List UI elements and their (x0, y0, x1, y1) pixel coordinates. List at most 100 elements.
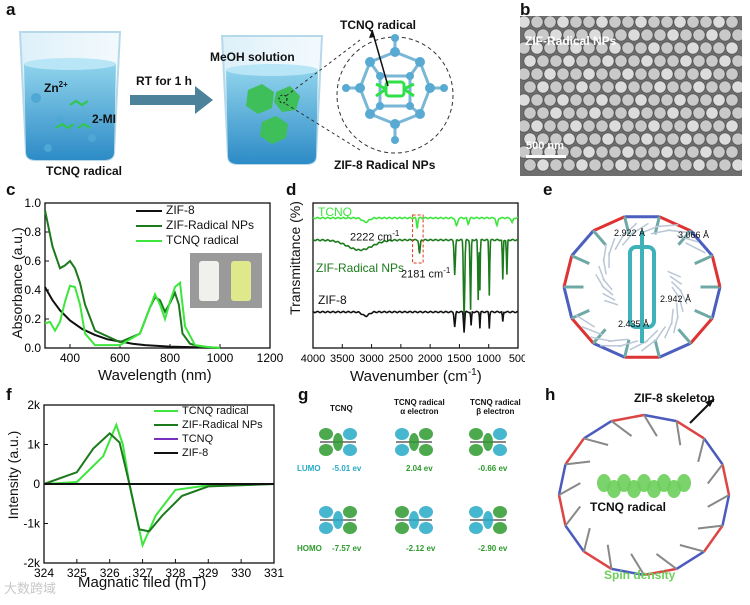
sem-particle (667, 81, 679, 93)
sem-particle (680, 133, 692, 145)
sem-particle (589, 81, 601, 93)
sem-particle (719, 133, 731, 145)
framework-fragment (668, 271, 681, 277)
skeleton-linker (708, 464, 723, 483)
sem-particle (609, 16, 621, 28)
sem-particle (680, 29, 692, 41)
skeleton-bond (644, 415, 677, 421)
legend-item-zif-radical-f: ZIF-Radical NPs (154, 419, 263, 433)
framework-linker (572, 256, 590, 264)
ftir-label-tcnq: TCNQ (318, 205, 352, 219)
sem-particle (693, 81, 705, 93)
y-tick-label: 0.2 (24, 312, 41, 326)
sem-particle (589, 159, 601, 171)
skeleton-linker (677, 421, 681, 445)
skeleton-bond (677, 552, 705, 569)
sem-particle (713, 120, 725, 132)
sem-particle (557, 120, 569, 132)
framework-bond (572, 231, 594, 256)
sem-particle (589, 55, 601, 67)
mi-label: 2-MI (92, 112, 116, 126)
sem-particle (648, 120, 660, 132)
lumo-energy-3: -0.66 ev (478, 464, 507, 473)
sem-title: ZIF-Radical NPs (525, 34, 616, 48)
sem-particle (661, 94, 673, 106)
sem-scale-bar (526, 155, 566, 158)
skeleton-linker (680, 545, 704, 552)
skeleton-linker (608, 545, 612, 569)
sem-particle (537, 107, 549, 119)
sem-particle (628, 159, 640, 171)
framework-fragment (599, 266, 605, 281)
sem-particle (576, 133, 588, 145)
sem-particle (537, 159, 549, 171)
sem-particle (719, 55, 731, 67)
sem-particle (524, 159, 536, 171)
sem-particle (583, 146, 595, 158)
sem-particle (654, 55, 666, 67)
sem-particle (667, 29, 679, 41)
sem-particle (602, 81, 614, 93)
sem-particle (576, 81, 588, 93)
x-tick-label: 600 (110, 351, 130, 365)
sem-particle (706, 107, 718, 119)
sem-particle (609, 68, 621, 80)
sem-particle (537, 55, 549, 67)
panel-h-spin-density: ZIF-8 skeleton TCNQ radical Spin density (540, 385, 748, 600)
sem-particle (674, 146, 686, 158)
sem-particle (583, 94, 595, 106)
framework-fragment (665, 322, 673, 339)
sem-particle (628, 81, 640, 93)
homo-energy-3: -2.90 ev (478, 544, 507, 553)
framework-bond (659, 217, 690, 231)
distance-label-1: 2.922 Å (614, 228, 645, 238)
sem-particle (531, 68, 543, 80)
ftir-label-zif8: ZIF-8 (318, 293, 347, 307)
sem-particle (706, 81, 718, 93)
sem-particle (615, 81, 627, 93)
sem-particle (687, 146, 699, 158)
sem-particle (635, 68, 647, 80)
framework-fragment (609, 238, 615, 255)
distance-label-4: 2.435 Å (618, 319, 649, 329)
sem-particle (622, 120, 634, 132)
sem-particle (674, 120, 686, 132)
sem-particle (524, 107, 536, 119)
sem-particle (648, 42, 660, 54)
skeleton-linker (584, 438, 608, 445)
sem-particle (550, 107, 562, 119)
sem-particle (570, 68, 582, 80)
sem-particle (693, 133, 705, 145)
framework-linker (695, 310, 713, 318)
sem-image: ZIF-Radical NPs 500 nm (520, 16, 742, 176)
skeleton-linker (656, 554, 676, 569)
sem-particle (544, 16, 556, 28)
tcnq-radical-label-h: TCNQ radical (590, 500, 666, 514)
orbital-illustrations (296, 398, 542, 558)
sem-particle (680, 81, 692, 93)
sem-particle (654, 133, 666, 145)
sem-particle (687, 16, 699, 28)
chart-d-ylabel: Transmittance (%) (287, 183, 303, 333)
sem-particle (622, 68, 634, 80)
sem-particle (622, 94, 634, 106)
sem-particle (557, 68, 569, 80)
sem-particle (563, 55, 575, 67)
zif8-skeleton-label: ZIF-8 skeleton (634, 391, 715, 405)
sem-particle (732, 133, 742, 145)
skeleton-linker (611, 421, 631, 436)
homo-energy-1: -7.57 ev (332, 544, 361, 553)
x-tick-label: 2000 (418, 353, 442, 365)
sem-particle (622, 42, 634, 54)
meoh-label: MeOH solution (210, 50, 295, 64)
framework-linker (695, 256, 713, 264)
sem-particle (693, 29, 705, 41)
sem-particle (732, 29, 742, 41)
orbital-col-tcnq: TCNQ (330, 404, 353, 413)
framework-linker (655, 340, 659, 358)
sem-particle (635, 120, 647, 132)
sem-particle (576, 55, 588, 67)
